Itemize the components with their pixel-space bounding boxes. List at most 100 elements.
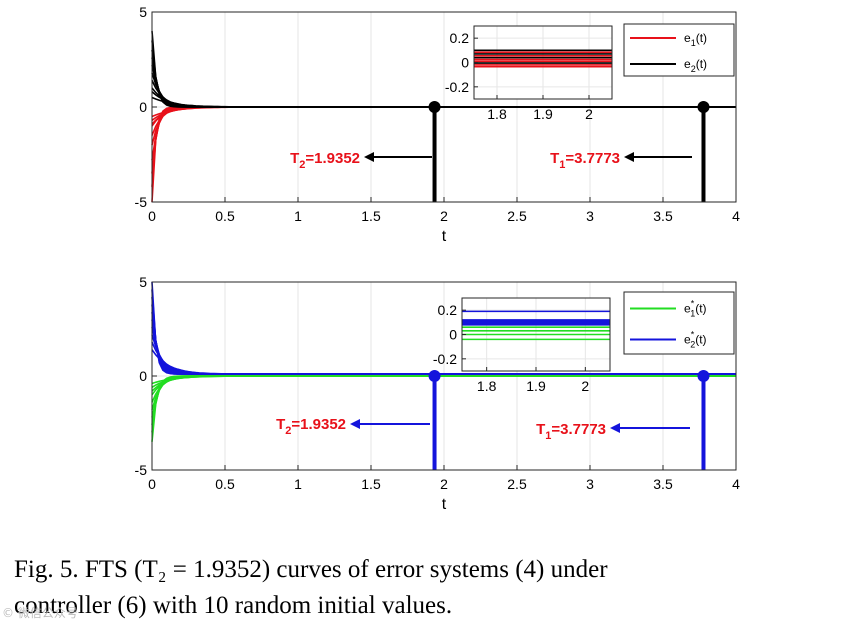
inset-y-tick-label: -0.2 — [445, 79, 469, 95]
inset-x-tick-label: 2 — [581, 378, 589, 394]
inset-y-tick-label: 0.2 — [450, 30, 470, 46]
y-tick-label: 5 — [139, 274, 147, 290]
label-base: T — [290, 150, 299, 167]
y-tick-label: -5 — [135, 462, 148, 478]
x-axis-label: t — [442, 228, 447, 245]
figure-caption: Fig. 5. FTS (T₂ = 1.9352) curves of erro… — [14, 552, 854, 624]
settling-time-label: T2=1.9352 — [290, 150, 360, 171]
arrow-head — [364, 152, 374, 162]
inset-x-tick-label: 1.8 — [487, 106, 507, 122]
settling-time-marker — [697, 101, 710, 113]
y-tick-label: 0 — [139, 99, 147, 115]
legend-base: e — [684, 31, 691, 45]
inset-y-tick-label: 0.2 — [438, 302, 458, 318]
x-tick-label: 3 — [586, 208, 594, 224]
legend-base: e — [684, 57, 691, 71]
legend-sup: * — [691, 330, 695, 340]
x-tick-label: 2.5 — [507, 476, 527, 492]
label-base: T — [276, 416, 285, 433]
inset-zoom: 1.8 1.9 2 0.2 0 -0.2 — [445, 25, 613, 122]
legend-base: e — [684, 302, 691, 316]
y-tick-label: 5 — [139, 4, 147, 20]
x-tick-label: 0 — [148, 476, 156, 492]
settling-time-marker — [428, 101, 441, 113]
x-tick-label: 2.5 — [507, 208, 527, 224]
y-tick-label: -5 — [135, 194, 148, 210]
inset-y-tick-label: 0 — [449, 327, 457, 343]
label-subscript: 1 — [559, 159, 565, 171]
x-tick-label: 3.5 — [653, 208, 673, 224]
legend: e1(t)e2(t) — [623, 23, 735, 77]
watermark: © 微信公众号 — [2, 606, 78, 620]
legend-suffix: (t) — [695, 302, 706, 316]
label-base: T — [550, 150, 559, 167]
inset-y-tick-label: -0.2 — [433, 351, 457, 367]
settling-time-label: T1=3.7773 — [536, 421, 606, 442]
series-curve — [151, 96, 736, 108]
inset-x-tick-label: 1.9 — [533, 106, 553, 122]
label-value: =3.7773 — [551, 421, 606, 438]
label-subscript: 2 — [285, 425, 291, 437]
caption-line-1-text: Fig. 5. FTS (T₂ = 1.9352) curves of erro… — [14, 556, 608, 583]
x-tick-label: 4 — [732, 208, 740, 224]
y-tick-label: 0 — [139, 368, 147, 384]
x-tick-label: 0 — [148, 208, 156, 224]
inset-zoom: 1.8 1.9 2 0.2 0 -0.2 — [433, 297, 611, 394]
label-subscript: 2 — [299, 159, 305, 171]
inset-x-tick-label: 1.9 — [526, 378, 546, 394]
label-value: =1.9352 — [305, 150, 360, 167]
series-1-curves — [151, 375, 736, 442]
legend-sub: 1 — [691, 38, 696, 48]
x-tick-label: 0.5 — [215, 208, 235, 224]
settling-time-marker — [697, 370, 710, 382]
legend-suffix: (t) — [696, 31, 707, 45]
legend: e* 1(t)e* 2(t) — [623, 291, 735, 355]
caption-line-2: controller (6) with 10 random initial va… — [14, 588, 854, 624]
series-2-curves — [151, 30, 736, 108]
legend-sub: 2 — [690, 340, 695, 350]
series-2-curves — [151, 281, 736, 375]
settling-time-label: T2=1.9352 — [276, 416, 346, 437]
arrow-head — [610, 423, 620, 433]
caption-line-2-text: controller (6) with 10 random initial va… — [14, 592, 453, 619]
arrow-head — [624, 152, 634, 162]
series-curve — [151, 349, 736, 375]
x-tick-label: 0.5 — [215, 476, 235, 492]
legend-label: e* 2(t) — [684, 330, 707, 350]
legend-label: e2(t) — [684, 57, 707, 74]
settling-time-marker — [428, 370, 441, 382]
caption-line-1: Fig. 5. FTS (T₂ = 1.9352) curves of erro… — [14, 552, 854, 588]
x-tick-label: 3 — [586, 476, 594, 492]
x-tick-label: 2 — [440, 208, 448, 224]
legend-sup: * — [691, 299, 695, 309]
settling-time-label: T1=3.7773 — [550, 150, 620, 171]
label-value: =1.9352 — [291, 416, 346, 433]
legend-suffix: (t) — [696, 57, 707, 71]
inset-x-tick-label: 2 — [585, 106, 593, 122]
x-tick-label: 1 — [294, 208, 302, 224]
legend-box — [623, 291, 735, 355]
legend-sub: 1 — [690, 309, 695, 319]
legend-label: e* 1(t) — [684, 299, 707, 319]
x-axis-label: t — [442, 496, 447, 513]
x-tick-label: 1.5 — [361, 208, 381, 224]
inset-x-tick-label: 1.8 — [477, 378, 497, 394]
label-subscript: 1 — [545, 430, 551, 442]
legend-suffix: (t) — [695, 333, 706, 347]
x-tick-label: 3.5 — [653, 476, 673, 492]
label-value: =3.7773 — [565, 150, 620, 167]
legend-label: e1(t) — [684, 31, 707, 48]
x-tick-label: 4 — [732, 476, 740, 492]
arrow-head — [350, 419, 360, 429]
x-tick-label: 1.5 — [361, 476, 381, 492]
x-tick-label: 2 — [440, 476, 448, 492]
series-curve — [151, 375, 736, 385]
legend-sub: 2 — [691, 64, 696, 74]
legend-box — [623, 23, 735, 77]
label-base: T — [536, 421, 545, 438]
x-tick-label: 1 — [294, 476, 302, 492]
legend-base: e — [684, 333, 691, 347]
